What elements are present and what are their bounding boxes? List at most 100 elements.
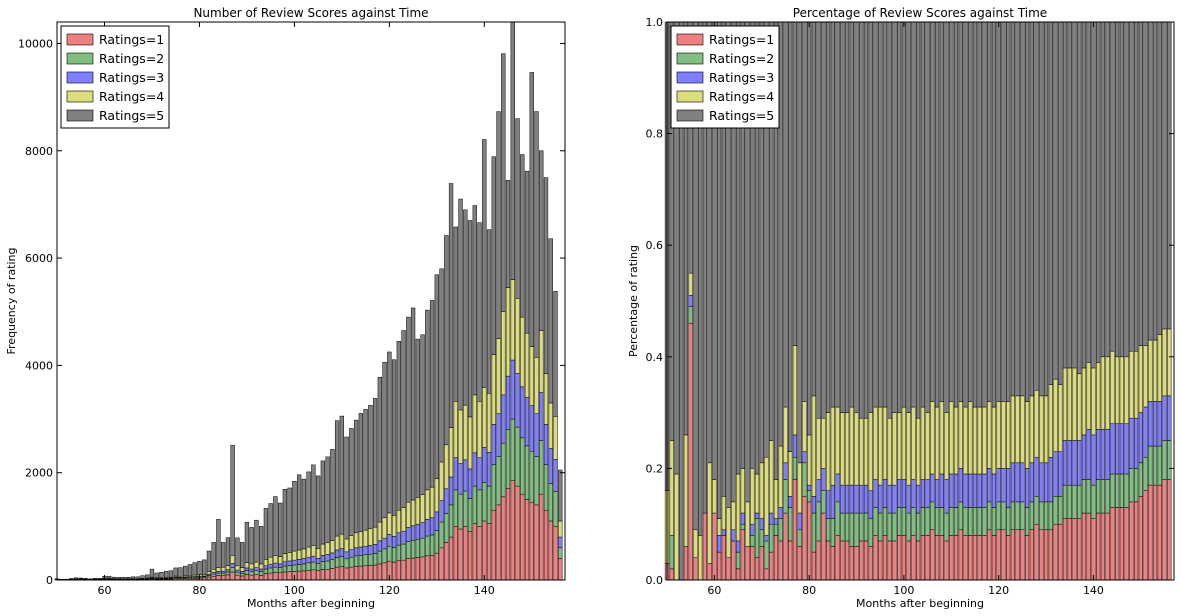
left-bar-r4-m95 — [268, 556, 273, 565]
left-legend-label-1: Ratings=1 — [99, 32, 164, 47]
left-bar-r1-m156 — [558, 558, 563, 581]
left-bar-r2-m136 — [463, 490, 468, 527]
left-bar-r3-m134 — [453, 457, 458, 491]
left-bar-r3-m120 — [387, 534, 392, 547]
left-bar-r5-m108 — [330, 449, 335, 541]
left-bar-r2-m100 — [292, 564, 297, 572]
left-bar-r2-m130 — [434, 530, 439, 554]
left-bar-r5-m106 — [320, 460, 326, 545]
right-bar-r5-m109 — [944, 21, 949, 413]
right-bar-r5-m145 — [1114, 21, 1120, 358]
right-bar-r1-m74 — [778, 540, 783, 581]
right-bar-r1-m125 — [1020, 529, 1025, 581]
right-bar-r3-m146 — [1119, 423, 1125, 475]
right-bar-r5-m100 — [901, 21, 907, 408]
right-bar-r1-m131 — [1048, 529, 1053, 581]
left-bar-r5-m86 — [225, 537, 231, 566]
right-bar-r3-m140 — [1091, 434, 1096, 486]
left-bar-r4-m100 — [292, 550, 297, 561]
left-bar-r4-m88 — [235, 565, 240, 571]
right-bar-r1-m67 — [745, 546, 750, 581]
left-bar-r5-m75 — [173, 567, 178, 577]
right-bar-r3-m145 — [1114, 423, 1120, 475]
right-bar-r5-m122 — [1006, 21, 1011, 402]
right-legend-swatch-2 — [676, 52, 704, 65]
left-bar-r5-m104 — [311, 464, 316, 546]
left-bar-r4-m141 — [486, 393, 492, 453]
right-bar-r2-m114 — [968, 507, 973, 536]
left-chart: Number of Review Scores against Time 60 8… — [5, 6, 566, 610]
right-bar-r4-m60 — [712, 479, 717, 514]
right-bar-r4-m96 — [882, 406, 888, 480]
left-bar-r1-m95 — [268, 572, 273, 581]
left-legend-swatch-3 — [66, 71, 94, 84]
left-bar-r5-m148 — [520, 154, 525, 318]
right-bar-r1-m117 — [982, 535, 987, 581]
left-legend-label-2: Ratings=2 — [99, 51, 164, 66]
right-bar-r3-m61 — [716, 535, 722, 553]
right-bar-r4-m150 — [1138, 345, 1143, 413]
right-bar-r1-m129 — [1039, 529, 1044, 581]
right-bar-r4-m143 — [1105, 356, 1110, 430]
left-bar-r3-m151 — [534, 413, 539, 457]
right-bar-r5-m90 — [854, 21, 859, 413]
left-bar-r1-m129 — [429, 555, 435, 581]
left-bar-r4-m90 — [244, 562, 250, 569]
right-bar-r5-m84 — [825, 21, 831, 413]
right-bar-r3-m86 — [835, 473, 840, 503]
right-bar-r2-m105 — [925, 507, 930, 536]
left-bar-r4-m102 — [301, 548, 307, 559]
right-bar-r1-m128 — [1034, 523, 1039, 581]
right-bar-r3-m96 — [882, 479, 888, 508]
right-bar-r2-m135 — [1067, 484, 1072, 519]
right-bar-r2-m72 — [769, 523, 774, 553]
right-bar-r4-m135 — [1067, 367, 1072, 441]
left-bar-r2-m129 — [429, 534, 435, 556]
right-bar-r3-m73 — [773, 518, 779, 525]
right-legend-label-3: Ratings=3 — [709, 70, 774, 85]
left-bar-r5-m111 — [344, 436, 349, 540]
right-bar-r1-m126 — [1024, 535, 1030, 581]
left-bar-r4-m110 — [339, 533, 345, 549]
left-ticks: 60 80 100 120 140 0 2000 4000 6000 8000 10000 — [18, 22, 565, 597]
left-bar-r2-m108 — [330, 559, 335, 569]
right-bar-r5-m115 — [972, 21, 978, 408]
left-bar-r1-m147 — [515, 485, 520, 581]
left-bar-r5-m116 — [368, 405, 373, 530]
left-bar-r4-m142 — [491, 354, 496, 425]
left-bar-r4-m145 — [505, 287, 511, 377]
left-bar-r2-m96 — [273, 566, 278, 573]
right-bar-r3-m64 — [731, 529, 736, 542]
left-bar-r1-m128 — [425, 555, 430, 581]
right-bar-r3-m87 — [840, 484, 845, 514]
right-bar-r2-m131 — [1048, 501, 1053, 531]
right-bar-r3-m155 — [1162, 395, 1167, 441]
left-bar-r3-m106 — [320, 555, 326, 562]
right-bar-r4-m68 — [750, 468, 755, 525]
left-bar-r3-m150 — [529, 405, 534, 452]
right-bar-r1-m62 — [721, 535, 727, 581]
left-bar-r3-m102 — [301, 558, 307, 565]
right-bar-r1-m90 — [854, 546, 859, 581]
left-bar-r1-m122 — [396, 560, 401, 581]
right-bar-r5-m79 — [802, 21, 807, 402]
right-bar-r5-m101 — [906, 21, 911, 413]
left-bar-r3-m92 — [254, 567, 259, 571]
left-bar-r5-m72 — [159, 572, 164, 578]
right-bar-r4-m71 — [764, 456, 769, 536]
left-bar-r5-m127 — [420, 334, 425, 495]
left-bar-r4-m86 — [225, 565, 231, 571]
left-bar-r3-m142 — [491, 424, 496, 465]
right-bar-r4-m80 — [807, 434, 812, 486]
right-bar-r5-m78 — [797, 21, 802, 464]
left-bar-r5-m80 — [197, 560, 202, 575]
left-bar-r4-m150 — [529, 346, 534, 406]
right-bar-r5-m120 — [996, 21, 1001, 402]
right-bar-r5-m136 — [1072, 21, 1077, 369]
right-bar-r4-m64 — [731, 501, 736, 531]
right-bar-r2-m79 — [802, 462, 807, 497]
right-bar-r2-m111 — [953, 507, 959, 536]
right-bar-r5-m114 — [968, 21, 973, 402]
left-bar-r1-m148 — [520, 493, 525, 581]
right-bar-r1-m63 — [726, 557, 731, 581]
